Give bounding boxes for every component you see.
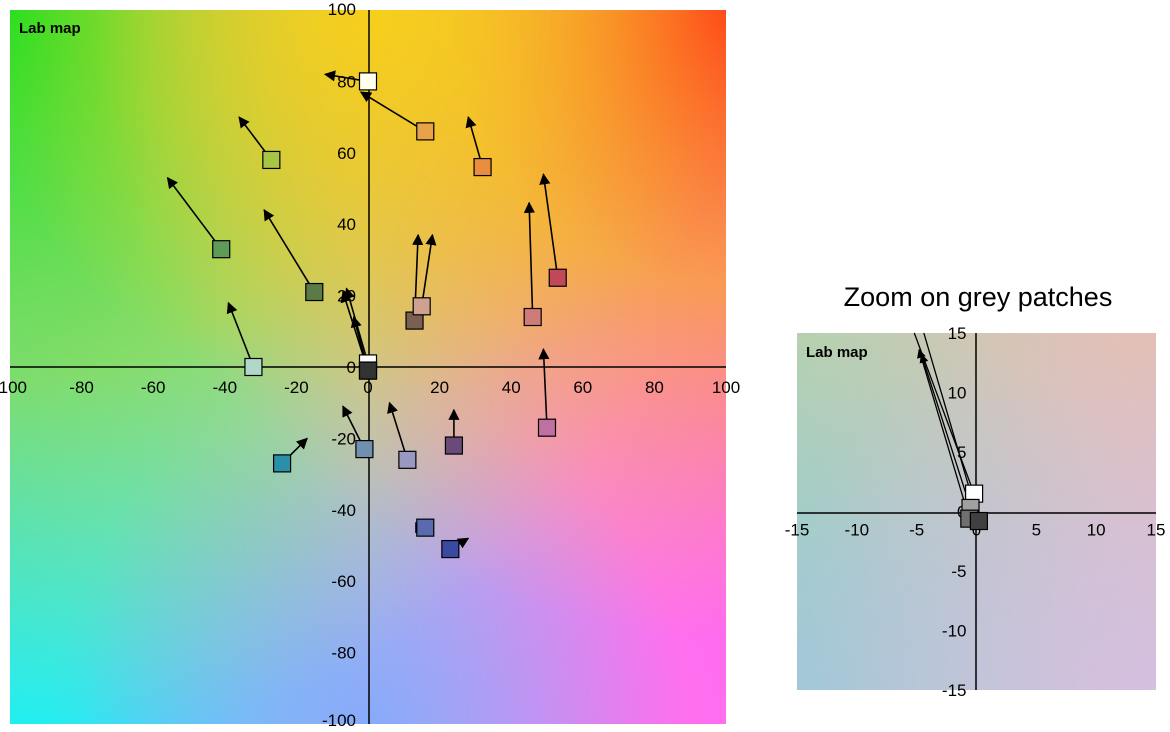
zoom-y-tick-label: -5 [951,562,966,581]
zoom-plot-label: Lab map [806,344,868,361]
main-shift-arrow [523,201,536,318]
main-x-tick-label: -20 [284,378,309,397]
main-y-tick-label: -100 [322,711,356,730]
main-color-patch [548,268,567,287]
main-color-patch [412,297,431,316]
zoom-y-tick-label: 10 [948,384,967,403]
main-shift-arrow [420,233,437,307]
main-shift-arrow [263,208,315,293]
main-shift-arrow [539,173,559,278]
main-x-tick-label: -100 [0,378,27,397]
main-y-tick-label: 80 [337,72,356,91]
zoom-shift-arrow [917,348,970,519]
main-shift-arrow [359,91,426,133]
main-y-tick-label: -80 [331,644,356,663]
zoom-points [960,484,988,531]
main-color-patch [444,436,464,455]
zoom-x-tick-label: 10 [1087,521,1106,540]
main-color-patch [305,282,324,302]
main-y-tick-label: 40 [337,215,356,234]
main-color-patch [416,122,435,141]
zoom-y-tick-label: -15 [942,681,967,700]
zoom-x-tick-label: -5 [909,521,924,540]
main-y-tick-label: 60 [337,144,356,163]
main-color-patch [355,440,374,459]
zoom-x-tick-label: 5 [1032,521,1041,540]
zoom-title: Zoom on grey patches [844,282,1113,312]
main-x-tick-label: 60 [573,378,592,397]
main-color-patch [441,539,460,559]
main-x-tick-label: 40 [502,378,521,397]
main-y-tick-label: -60 [331,572,356,591]
zoom-plot: Zoom on grey patches Lab map -15-10-5051… [785,282,1166,700]
main-color-patch [473,157,492,177]
main-x-tick-label: -40 [213,378,238,397]
main-x-tick-label: 100 [712,378,740,397]
main-x-tick-label: -60 [141,378,166,397]
main-shift-arrow [166,176,222,250]
main-x-tick-label: 0 [363,378,372,397]
zoom-x-tick-label: -15 [785,521,810,540]
main-y-tick-label: -20 [331,429,356,448]
main-color-patch [416,518,435,537]
main-color-patch [523,307,542,327]
main-y-tick-label: -40 [331,501,356,520]
main-y-tick-label: 0 [347,358,356,377]
zoom-y-tick-label: 15 [948,324,967,343]
main-color-patch [272,454,292,473]
main-shift-arrow [538,348,550,428]
main-x-tick-label: 20 [430,378,449,397]
main-color-patch [212,240,231,259]
zoom-y-tick-label: 5 [957,443,966,462]
main-color-patch [244,357,263,377]
main-plot-label: Lab map [19,20,81,37]
zoom-y-tick-label: -10 [942,622,967,641]
main-x-tick-label: -80 [69,378,94,397]
main-shift-arrow [226,301,255,368]
zoom-shift-arrow [919,353,972,509]
zoom-x-tick-label: 15 [1147,521,1166,540]
main-points [212,72,567,559]
main-color-patch [262,150,281,170]
main-color-patch [358,361,378,380]
zoom-grey-patch [969,511,988,531]
main-color-patch [537,418,557,437]
main-color-patch [398,450,417,469]
zoom-x-tick-label: -10 [845,521,870,540]
main-shift-arrow [387,401,409,461]
main-color-patch [358,72,378,91]
main-plot: Lab map -100 -80 -60 -40 -20 0 20 40 60 80 100 100 8… [0,0,740,730]
main-y-tick-label: 100 [328,0,356,19]
main-x-tick-label: 80 [645,378,664,397]
